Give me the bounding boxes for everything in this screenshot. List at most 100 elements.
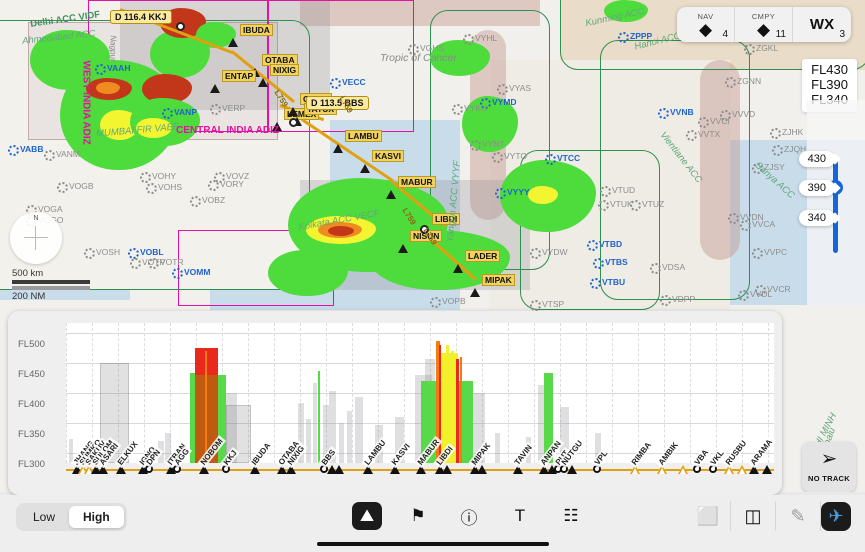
vor-navaid-icon[interactable] (289, 118, 298, 127)
airport-marker-vohy[interactable]: VOHY (140, 171, 176, 183)
cmpy-layer-cell[interactable]: CMPY ◆ 11 (735, 7, 793, 42)
airport-marker-vtcc[interactable]: VTCC (545, 153, 580, 165)
profile-waypoint-marker[interactable] (90, 465, 101, 474)
wx-layer-cell[interactable]: WX 3 (793, 7, 851, 42)
navaid-frequency-label[interactable]: D 116.4 KKJ (110, 10, 172, 24)
nav-layer-cell[interactable]: NAV ◆ 4 (677, 7, 735, 42)
profile-waypoint-marker[interactable] (442, 465, 453, 474)
segment-option-high[interactable]: High (69, 506, 124, 528)
compass-rose[interactable]: N (10, 212, 62, 264)
airport-marker-vecc[interactable]: VECC (330, 77, 366, 89)
layer-count-chip[interactable]: NAV ◆ 4 CMPY ◆ 11 WX 3 (677, 7, 851, 42)
map-waypoint-onati[interactable]: ONATI (288, 93, 332, 116)
profile-waypoint-marker[interactable] (198, 465, 209, 474)
profile-waypoint-marker[interactable] (277, 465, 288, 474)
no-track-button[interactable]: ➢ NO TRACK (802, 442, 856, 492)
profile-waypoint-marker[interactable] (724, 465, 735, 474)
airport-marker-vydw[interactable]: VYDW (530, 247, 568, 259)
vor-navaid-icon[interactable] (176, 22, 185, 31)
airport-marker-vdpp[interactable]: VDPP (660, 294, 695, 306)
airport-marker-vyhl[interactable]: VYHL (463, 33, 497, 45)
map-waypoint-entap[interactable]: ENTAP (210, 70, 257, 93)
profile-waypoint-marker[interactable] (749, 465, 760, 474)
airport-marker-vvdn[interactable]: VVDN (728, 212, 764, 224)
airport-marker-vvdl[interactable]: VVDL (738, 289, 772, 301)
airport-marker-votr[interactable]: VOTR (148, 257, 184, 269)
airport-marker-vghs[interactable]: VGHS (408, 43, 444, 55)
map-waypoint-mabur[interactable]: MABUR (386, 176, 436, 199)
map-icon[interactable]: ◫ (731, 501, 776, 531)
airport-marker-vynt[interactable]: VYNT (470, 139, 505, 151)
airport-marker-vymd[interactable]: VYMD (480, 97, 517, 109)
text-size-icon[interactable]: T (514, 506, 526, 525)
profile-waypoint-marker[interactable] (72, 465, 83, 474)
profile-waypoint-marker[interactable] (333, 465, 344, 474)
profile-waypoint-marker[interactable] (656, 465, 667, 474)
profile-waypoint-marker[interactable] (539, 465, 550, 474)
airport-marker-vvcr[interactable]: VVCR (755, 284, 791, 296)
airport-marker-zjqh[interactable]: ZJQH (772, 144, 806, 156)
aircraft-icon[interactable]: ✈ (821, 501, 851, 531)
map-waypoint-lambu[interactable]: LAMBU (333, 130, 382, 153)
airport-marker-vvnb[interactable]: VVNB (658, 107, 694, 119)
airport-marker-vosh[interactable]: VOSH (84, 247, 120, 259)
airport-marker-vyas[interactable]: VYAS (497, 83, 531, 95)
airport-marker-vabb[interactable]: VABB (8, 144, 43, 156)
map-waypoint-mipak[interactable]: MIPAK (470, 274, 515, 297)
airport-marker-verp[interactable]: VERP (210, 103, 245, 115)
altitude-range-segmented-control[interactable]: Low High (16, 503, 127, 531)
map-waypoint-kasvi[interactable]: KASVI (360, 150, 404, 173)
profile-waypoint-marker[interactable] (512, 465, 523, 474)
profile-waypoint-marker[interactable] (250, 465, 261, 474)
airport-marker-vtbu[interactable]: VTBU (590, 277, 625, 289)
profile-waypoint-marker[interactable] (389, 465, 400, 474)
altitude-pill-430[interactable]: 430 (798, 151, 835, 167)
altitude-slider[interactable]: 430 390 340 (798, 100, 865, 305)
airport-marker-vogb[interactable]: VOGB (57, 181, 94, 193)
airport-marker-vovz[interactable]: VOVZ (214, 171, 249, 183)
profile-waypoint-marker[interactable] (477, 465, 488, 474)
airport-marker-vtbd[interactable]: VTBD (587, 239, 622, 251)
profile-waypoint-marker[interactable] (546, 465, 557, 474)
airport-marker-vaah[interactable]: VAAH (95, 63, 130, 75)
airport-marker-vvpc[interactable]: VVPC (752, 247, 787, 259)
airport-marker-vvvd[interactable]: VVVD (720, 109, 755, 121)
profile-waypoint-marker[interactable] (736, 465, 747, 474)
profile-waypoint-marker[interactable] (566, 465, 577, 474)
altitude-pill-340[interactable]: 340 (798, 210, 835, 226)
profile-waypoint-marker[interactable] (629, 465, 640, 474)
airport-marker-zppp[interactable]: ZPPP (618, 31, 652, 43)
map-waypoint-nixig[interactable]: NIXIG (258, 64, 300, 87)
map-canvas[interactable]: VAAH VANP VERP VABB VANM VOGB VOHY VOHS VOVZ VOBZ… (0, 0, 865, 492)
profile-waypoint-marker[interactable] (434, 465, 445, 474)
profile-waypoint-marker[interactable] (285, 465, 296, 474)
airport-marker-vanm[interactable]: VANM (44, 149, 80, 161)
ruler-icon[interactable]: ☷ (563, 506, 579, 525)
segment-option-low[interactable]: Low (33, 510, 56, 524)
airport-marker-vtud[interactable]: VTUD (600, 185, 635, 197)
airport-marker-vtuk[interactable]: VTUK (598, 199, 633, 211)
profile-waypoint-marker[interactable] (98, 465, 109, 474)
profile-plot-area[interactable] (66, 323, 774, 463)
profile-waypoint-marker[interactable] (165, 465, 176, 474)
profile-waypoint-marker[interactable] (77, 465, 88, 474)
airport-marker-vobz[interactable]: VOBZ (190, 195, 225, 207)
airport-marker-vvci[interactable]: VVCI (698, 116, 730, 128)
airport-marker-votp[interactable]: VOTP (130, 257, 165, 269)
airport-marker-vtuz[interactable]: VTUZ (630, 199, 664, 211)
profile-waypoint-marker[interactable] (138, 465, 149, 474)
pencil-icon[interactable]: ✎ (776, 501, 821, 531)
waypoint-pin-icon[interactable]: ⚑ (410, 506, 426, 525)
airport-marker-vvtx[interactable]: VVTX (686, 129, 720, 141)
airport-marker-zjhk[interactable]: ZJHK (770, 127, 803, 139)
profile-waypoint-marker[interactable] (363, 465, 374, 474)
map-waypoint-lader[interactable]: LADER (453, 250, 501, 273)
profile-waypoint-marker[interactable] (677, 465, 688, 474)
map-waypoint-nisun[interactable]: NISUN (398, 230, 443, 253)
profile-waypoint-marker[interactable] (84, 465, 94, 474)
airport-marker-zgnn[interactable]: ZGNN (725, 76, 761, 88)
airport-marker-vtsp[interactable]: VTSP (530, 299, 564, 311)
airport-marker-zgkl[interactable]: ZGKL (744, 43, 778, 55)
airport-marker-vyku[interactable]: VYKU (452, 103, 487, 115)
